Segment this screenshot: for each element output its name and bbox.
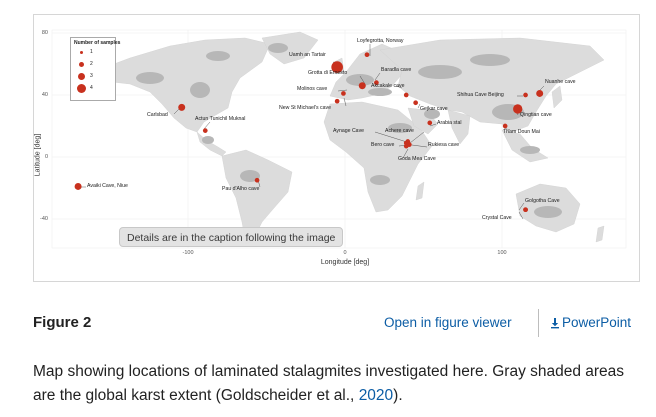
cave-marker: [536, 89, 544, 97]
cave-label: Crystal Cave: [482, 215, 512, 221]
cave-label: New St Michael's cave: [279, 105, 332, 111]
cave-label: Tham Doun Mai: [503, 129, 540, 135]
legend-item-label: 4: [90, 85, 93, 91]
cave-marker: [334, 98, 340, 104]
cave-marker: [364, 52, 370, 58]
cave-marker: [502, 123, 508, 129]
powerpoint-label: PowerPoint: [562, 315, 632, 330]
cave-marker: [358, 82, 366, 90]
leader-lines: [80, 44, 545, 220]
cave-marker: [427, 120, 433, 126]
cave-label: Qingtian cave: [520, 112, 552, 118]
legend-marker-icon: [79, 50, 83, 54]
x-tick-label: 0: [343, 250, 347, 256]
south-america-land: [221, 149, 293, 245]
legend-item: 3: [74, 70, 112, 82]
cave-label: Grotta di Ernesto: [308, 70, 348, 76]
figure-title: Figure 2: [33, 314, 92, 331]
cave-marker: [523, 207, 528, 213]
cave-label: Rukiesa cave: [428, 142, 460, 148]
y-tick-label: 40: [41, 92, 48, 98]
legend-item-label: 2: [90, 61, 93, 67]
link-divider: [538, 309, 539, 337]
cave-label: Molinos cave: [297, 86, 328, 92]
new-zealand-land: [595, 225, 605, 243]
legend-item: 2: [74, 58, 112, 70]
cave-marker: [341, 91, 346, 96]
cave-label: Goda Mea Cave: [398, 156, 436, 162]
cave-label: Golgotha Cave: [525, 198, 560, 204]
y-tick-label: 0: [44, 154, 48, 160]
legend-marker-icon: [77, 72, 85, 80]
cave-label: Akcakale cave: [371, 83, 405, 89]
greenland-land: [261, 31, 319, 65]
cave-label: Uamh an Tartair: [289, 52, 326, 58]
cave-label: Actun Tunichil Muknal: [195, 116, 246, 122]
cave-marker: [523, 92, 528, 98]
cave-marker: [403, 92, 409, 98]
cave-label: Gejkar cave: [420, 106, 448, 112]
cave-marker: [178, 103, 186, 111]
cave-label: Pau d'Alho cave: [222, 186, 260, 192]
madagascar-land: [415, 181, 425, 201]
cave-label: Arabia stal: [437, 120, 462, 126]
legend-marker-icon: [78, 61, 84, 67]
arabia-land: [407, 107, 439, 135]
legend-item-label: 3: [90, 73, 93, 79]
x-tick-label: -100: [182, 250, 194, 256]
cave-marker: [331, 61, 343, 73]
legend-title: Number of samples: [74, 40, 121, 46]
cave-label: Loyfegrotta, Norway: [357, 38, 404, 44]
cave-marker: [374, 80, 379, 85]
caption-text: Map showing locations of laminated stala…: [33, 363, 625, 404]
caption-end: ).: [393, 387, 403, 404]
x-axis-label: Longitude [deg]: [320, 259, 370, 266]
cave-label: Shihua Cave Beijing: [457, 92, 504, 98]
y-axis-label: Latitude [deg]: [34, 133, 42, 177]
y-tick-label: 80: [41, 30, 48, 36]
cave-label: Aynage Cave: [333, 128, 365, 134]
cave-label: Nuanhe cave: [545, 79, 576, 85]
image-details-button[interactable]: Details are in the caption following the…: [119, 227, 344, 247]
cave-marker: [254, 177, 260, 183]
cave-marker: [74, 182, 82, 190]
map-legend: Number of samples 1 2 3 4: [70, 37, 121, 101]
reference-link[interactable]: 2020: [358, 387, 394, 404]
india-land: [447, 109, 471, 145]
figure-caption: Map showing locations of laminated stala…: [33, 360, 633, 408]
cave-label: Baradla cave: [381, 67, 412, 73]
cave-label: Avaiki Cave, Niue: [87, 183, 128, 189]
download-icon: [551, 317, 559, 328]
cave-markers: [74, 52, 544, 213]
asia-land: [379, 37, 605, 133]
open-figure-viewer-link[interactable]: Open in figure viewer: [384, 315, 512, 330]
cave-marker: [513, 104, 523, 114]
cave-label: Carlsbad: [147, 112, 168, 118]
cave-label: Achere cave: [385, 128, 414, 134]
legend-item: 4: [74, 82, 112, 94]
japan-land: [551, 85, 563, 109]
powerpoint-download-link[interactable]: PowerPoint: [549, 315, 631, 330]
world-map: [51, 29, 627, 249]
north-america-land: [97, 37, 271, 133]
cave-marker: [202, 128, 208, 133]
cave-marker: [413, 100, 418, 106]
x-tick-label: 100: [497, 250, 507, 256]
cave-label: Bero cave: [371, 142, 395, 148]
se-asia-land: [501, 129, 549, 163]
legend-item-label: 1: [90, 49, 93, 55]
karst-extent: [136, 43, 562, 218]
legend-item: 1: [74, 46, 112, 58]
legend-marker-icon: [76, 83, 86, 93]
y-tick-label: -40: [40, 216, 48, 222]
cave-marker: [403, 143, 409, 149]
